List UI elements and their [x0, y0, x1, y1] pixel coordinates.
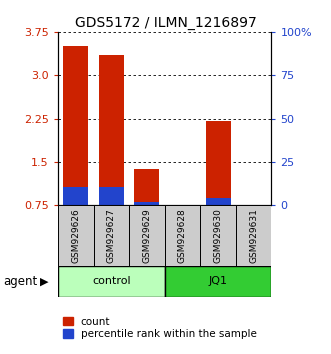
- Text: GSM929631: GSM929631: [249, 208, 258, 263]
- Bar: [206, 198, 230, 205]
- Text: ▶: ▶: [40, 276, 49, 286]
- Text: JQ1: JQ1: [209, 276, 227, 286]
- Bar: [93, 205, 129, 266]
- Text: GSM929629: GSM929629: [142, 208, 151, 263]
- Bar: [165, 205, 200, 266]
- Text: GSM929626: GSM929626: [71, 208, 80, 263]
- Text: GSM929628: GSM929628: [178, 208, 187, 263]
- Bar: [129, 205, 165, 266]
- Text: GSM929627: GSM929627: [107, 208, 116, 263]
- Text: agent: agent: [3, 275, 37, 288]
- Text: GSM929630: GSM929630: [213, 208, 222, 263]
- Bar: [200, 205, 236, 266]
- Bar: [63, 187, 88, 205]
- Bar: [206, 121, 230, 205]
- Bar: [134, 202, 159, 205]
- Text: GDS5172 / ILMN_1216897: GDS5172 / ILMN_1216897: [74, 16, 257, 30]
- Text: control: control: [92, 276, 131, 286]
- Bar: [165, 266, 271, 297]
- Bar: [236, 205, 271, 266]
- Legend: count, percentile rank within the sample: count, percentile rank within the sample: [63, 317, 257, 339]
- Bar: [63, 46, 88, 205]
- Bar: [58, 205, 93, 266]
- Bar: [99, 187, 124, 205]
- Bar: [99, 55, 124, 205]
- Bar: [134, 169, 159, 205]
- Bar: [58, 266, 165, 297]
